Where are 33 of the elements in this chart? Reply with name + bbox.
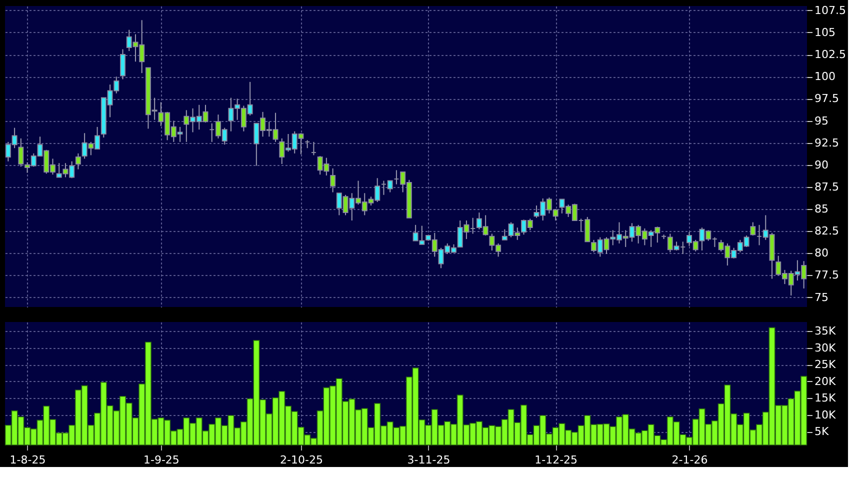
y-tick-label: 15K — [814, 392, 836, 405]
y-tick-label: 85 — [814, 202, 828, 216]
x-tick-label: 2-10-25 — [280, 454, 323, 466]
candlestick — [502, 228, 508, 240]
y-tick-label: 97.5 — [814, 92, 839, 106]
y-tick-label: 105 — [814, 26, 836, 39]
y-tick-label: 90 — [814, 158, 828, 172]
y-tick-label: 100 — [814, 70, 836, 84]
y-tick-label: 95 — [814, 114, 828, 128]
y-tick-label: 30K — [814, 341, 836, 354]
candlestick — [75, 152, 81, 170]
candlestick — [330, 168, 336, 193]
y-tick-label: 35K — [814, 324, 836, 338]
y-tick-label: 75 — [814, 290, 828, 304]
y-tick-label: 5K — [814, 425, 830, 438]
x-tick-label: 2-1-26 — [672, 454, 708, 466]
y-tick-label: 25K — [814, 358, 836, 372]
x-tick-label: 1-9-25 — [143, 454, 180, 466]
y-tick-label: 107.5 — [814, 4, 846, 17]
y-tick-label: 102.5 — [814, 48, 846, 62]
y-tick-label: 80 — [814, 246, 828, 260]
y-tick-label: 82.5 — [814, 224, 839, 238]
x-tick-label: 3-11-25 — [407, 454, 450, 466]
x-tick-label: 1-8-25 — [10, 454, 46, 466]
candlestick — [18, 138, 24, 168]
y-tick-label: 77.5 — [814, 268, 839, 282]
y-tick-label: 92.5 — [814, 136, 839, 150]
x-tick-label: 1-12-25 — [534, 454, 578, 466]
candlestick — [750, 222, 756, 236]
candlestick — [120, 48, 126, 80]
y-tick-label: 87.5 — [814, 180, 839, 194]
y-tick-label: 20K — [814, 374, 836, 388]
y-tick-label: 10K — [814, 408, 836, 422]
